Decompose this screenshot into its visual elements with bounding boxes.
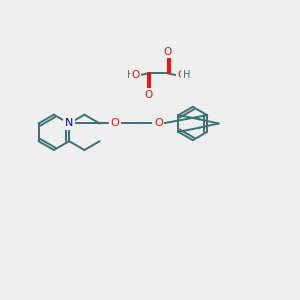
Text: O: O xyxy=(164,47,172,57)
Text: O: O xyxy=(177,70,185,80)
Text: O: O xyxy=(154,118,163,128)
Text: O: O xyxy=(131,70,140,80)
Text: N: N xyxy=(65,118,73,128)
Text: H: H xyxy=(183,70,190,80)
Text: O: O xyxy=(144,90,152,100)
Text: H: H xyxy=(127,70,134,80)
Text: O: O xyxy=(111,118,120,128)
